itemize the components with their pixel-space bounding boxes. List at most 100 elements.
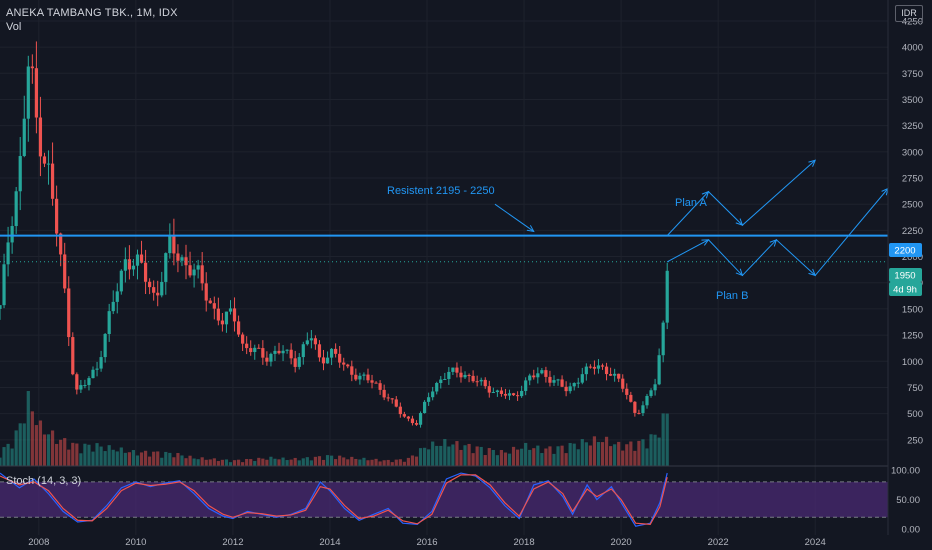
- price-tag-last[interactable]: 1950 4d 9h: [889, 268, 922, 296]
- candle-body: [269, 353, 273, 362]
- volume-bar: [524, 442, 528, 466]
- candle-body: [459, 372, 463, 378]
- price-tick-label: 2750: [902, 174, 923, 185]
- candle-body: [564, 386, 568, 392]
- volume-bar: [451, 444, 455, 466]
- candle-body: [317, 344, 322, 358]
- stoch-series-d: [0, 474, 668, 526]
- plan-a-label[interactable]: Plan A: [675, 197, 707, 209]
- volume-bar: [475, 446, 479, 466]
- candle-body: [2, 264, 6, 306]
- volume-bar: [188, 455, 192, 466]
- plan-b-path-arrowhead: [701, 239, 710, 246]
- volume-bar: [370, 459, 374, 466]
- candle-body: [544, 370, 548, 377]
- price-tick-label: 750: [907, 383, 923, 394]
- price-tick-label: 1000: [902, 357, 923, 368]
- candle-body: [50, 163, 55, 199]
- candle-body: [604, 366, 609, 375]
- volume-bar: [427, 449, 431, 466]
- projection-lines[interactable]: [494, 159, 889, 277]
- volume-bar: [156, 451, 160, 466]
- stoch-lines: [0, 472, 668, 527]
- volume-bar: [204, 459, 208, 466]
- candle-body: [637, 412, 641, 414]
- stoch-axis[interactable]: 0.00 50.00 100.00: [891, 466, 920, 536]
- time-axis[interactable]: 2008 2010 2012 2014 2016 2018 2020 2022 2024: [28, 537, 826, 548]
- volume-bar: [350, 456, 354, 466]
- price-tag-line[interactable]: 2200: [889, 243, 922, 257]
- price-tag-last-bg: [889, 268, 922, 282]
- candle-body: [479, 379, 483, 382]
- volume-bar: [212, 458, 216, 466]
- volume-bar: [325, 455, 330, 466]
- candle-body: [285, 349, 289, 351]
- candle-body: [366, 374, 370, 381]
- candle-body: [657, 355, 661, 385]
- time-tick-label: 2016: [416, 537, 437, 548]
- candle-body: [548, 376, 552, 383]
- currency-badge[interactable]: IDR: [895, 5, 923, 22]
- candle-body: [342, 362, 346, 365]
- candle-body: [378, 383, 382, 390]
- volume-bar: [443, 439, 447, 466]
- volume-label[interactable]: Vol: [6, 21, 22, 33]
- candle-body: [164, 253, 168, 282]
- volume-bar: [91, 451, 95, 466]
- volume-bar: [265, 459, 269, 466]
- plan-b-label[interactable]: Plan B: [716, 290, 748, 302]
- candle-body: [200, 265, 204, 284]
- volume-bar: [139, 452, 144, 466]
- plan-b-path: [666, 188, 889, 277]
- candle-body: [528, 375, 532, 381]
- candle-body: [59, 233, 63, 255]
- candle-body: [75, 374, 79, 390]
- candle-body: [467, 374, 471, 376]
- candle-body: [665, 270, 669, 323]
- volume-bar: [576, 449, 580, 466]
- volume-bar: [467, 443, 471, 466]
- resistance-annotation[interactable]: Resistent 2195 - 2250: [387, 185, 495, 197]
- candle-body: [495, 390, 499, 393]
- volume-bar: [216, 461, 220, 466]
- plan-a-path-arrowhead: [808, 159, 817, 167]
- volume-bar: [277, 459, 281, 466]
- candle-body: [386, 397, 390, 399]
- resistance-arrow: [494, 203, 535, 232]
- candle-body: [95, 368, 99, 370]
- candle-body: [439, 379, 443, 383]
- volume-bar: [511, 446, 516, 466]
- candle-body: [540, 370, 544, 374]
- volume-bar: [87, 444, 91, 466]
- candle-body: [321, 357, 326, 364]
- time-tick-label: 2020: [611, 537, 632, 548]
- volume-bar: [297, 460, 301, 466]
- candle-body: [135, 254, 140, 266]
- volume-bar: [14, 430, 18, 466]
- volume-bar: [176, 453, 180, 466]
- volume-bar: [127, 452, 131, 466]
- time-tick-label: 2012: [222, 537, 243, 548]
- countdown-tag-bg: [889, 282, 922, 296]
- stoch-tick-label: 100.00: [891, 466, 920, 477]
- volume-bar: [2, 447, 6, 466]
- volume-bar: [596, 442, 601, 466]
- volume-bar: [661, 413, 665, 466]
- price-tag-last-text: 1950: [894, 271, 915, 282]
- candle-body: [152, 287, 156, 293]
- volume-bar: [269, 456, 273, 466]
- symbol-title[interactable]: ANEKA TAMBANG TBK., 1M, IDX: [6, 7, 178, 19]
- candle-body: [609, 374, 613, 376]
- volume-bar: [111, 449, 115, 466]
- volume-bar: [99, 446, 103, 466]
- candle-body: [507, 393, 512, 396]
- candle-body: [293, 358, 297, 367]
- candle-body: [621, 378, 625, 389]
- candle-body: [55, 198, 59, 234]
- volume-bars: [0, 391, 669, 466]
- volume-bar: [273, 458, 277, 466]
- volume-bar: [42, 434, 47, 466]
- candle-body: [568, 386, 572, 392]
- volume-bar: [544, 448, 548, 466]
